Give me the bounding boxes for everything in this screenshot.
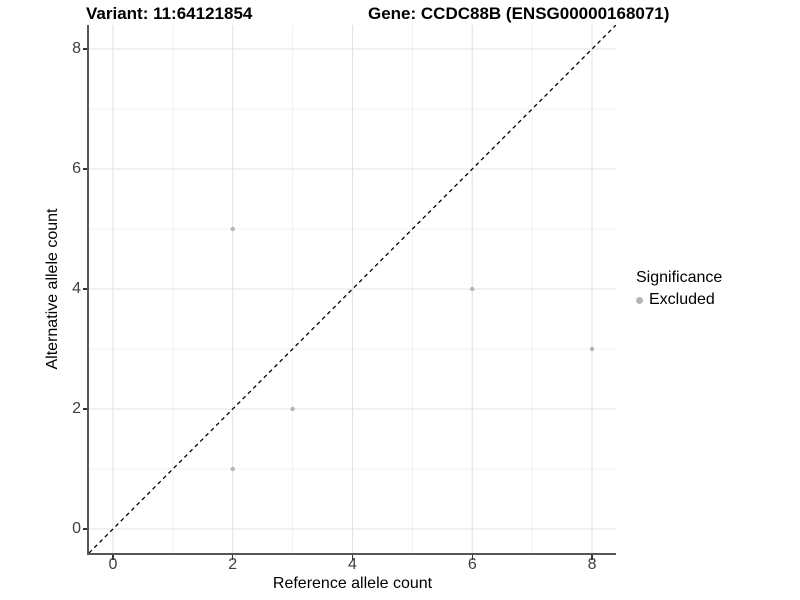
legend-title: Significance bbox=[636, 269, 723, 286]
data-point bbox=[230, 466, 235, 472]
y-axis-tick-label: 4 bbox=[72, 280, 81, 297]
data-point bbox=[290, 406, 295, 412]
plot-panel bbox=[87, 25, 616, 555]
legend-items: Excluded bbox=[636, 291, 722, 309]
x-axis-tick bbox=[351, 555, 354, 560]
y-axis-tick-label: 2 bbox=[72, 400, 81, 417]
data-point bbox=[230, 226, 235, 232]
legend-key-dot-icon bbox=[636, 296, 643, 304]
y-axis-tick-label: 0 bbox=[72, 520, 81, 537]
y-axis-tick-label: 6 bbox=[72, 160, 81, 177]
x-axis-tick bbox=[231, 555, 234, 560]
legend-item: Excluded bbox=[636, 291, 722, 309]
x-axis-tick bbox=[591, 555, 593, 560]
plot-title-variant: Variant: 11:64121854 bbox=[86, 4, 253, 23]
y-axis-tick bbox=[82, 168, 87, 170]
data-point bbox=[589, 346, 595, 352]
data-point bbox=[470, 286, 475, 292]
y-axis-tick bbox=[82, 48, 87, 50]
x-axis-tick bbox=[471, 555, 474, 560]
legend: Significance Excluded bbox=[636, 269, 722, 309]
x-axis-tick-label: 6 bbox=[467, 556, 477, 573]
x-axis-title: Reference allele count bbox=[272, 575, 433, 592]
plot-title-gene: Gene: CCDC88B (ENSG00000168071) bbox=[368, 4, 670, 23]
x-axis-tick-label: 4 bbox=[348, 556, 357, 573]
x-axis-tick-label: 0 bbox=[108, 556, 118, 573]
y-axis-tick bbox=[82, 528, 87, 530]
chart-canvas bbox=[89, 25, 616, 553]
y-axis-tick bbox=[82, 408, 87, 410]
legend-item-label: Excluded bbox=[649, 291, 715, 308]
x-axis-tick-label: 8 bbox=[587, 556, 597, 573]
y-axis-tick-label: 8 bbox=[72, 40, 81, 57]
x-axis-tick bbox=[112, 555, 114, 560]
y-axis-tick bbox=[82, 288, 87, 290]
x-axis-tick-label: 2 bbox=[228, 556, 238, 573]
